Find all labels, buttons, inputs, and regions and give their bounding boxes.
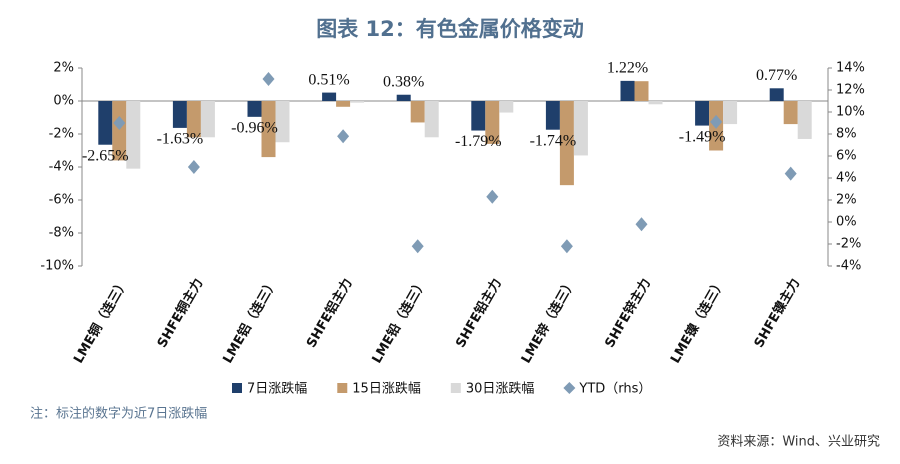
value-label: -1.49% [679, 128, 726, 145]
bar [620, 80, 635, 101]
y2-tick-label: 2% [836, 193, 857, 208]
y2-tick-label: 4% [836, 171, 857, 186]
bar [126, 101, 141, 169]
x-tick-label: SHFE铜主力 [154, 276, 206, 351]
bar [172, 101, 187, 128]
bar [98, 101, 113, 145]
x-tick-label: SHFE铅主力 [452, 276, 504, 351]
bar [648, 101, 663, 105]
value-label: -2.65% [82, 147, 129, 164]
bar [322, 92, 337, 101]
y2-tick-label: 6% [836, 149, 857, 164]
value-label: -1.79% [455, 133, 502, 150]
bar [275, 101, 290, 143]
chart-title: 图表 12：有色金属价格变动 [316, 17, 584, 41]
bar [410, 101, 425, 123]
bar [396, 94, 411, 101]
bar [723, 101, 738, 125]
ytd-marker [113, 116, 126, 130]
legend-swatch [337, 383, 348, 393]
legend-label: 7日涨跌幅 [247, 381, 307, 397]
y2-tick-label: 12% [836, 83, 865, 98]
bar [559, 101, 574, 186]
bar [112, 101, 127, 161]
y-tick-label: -4% [49, 160, 74, 175]
bar [634, 81, 649, 101]
bar [350, 101, 365, 103]
ytd-marker [560, 239, 573, 254]
x-tick-label: SHFE铝主力 [303, 276, 355, 351]
bar [695, 101, 710, 126]
y-tick-label: 0% [53, 94, 74, 109]
y2-tick-label: -2% [836, 237, 861, 252]
y-tick-label: -10% [40, 259, 74, 274]
value-label: -1.63% [157, 131, 204, 148]
y-tick-label: 2% [53, 61, 74, 76]
ytd-marker [337, 129, 350, 144]
y2-tick-label: 8% [836, 127, 857, 142]
x-tick-label: LME铅（连三） [369, 276, 430, 366]
x-tick-label: LME铜（连三） [70, 276, 131, 366]
ytd-marker [710, 114, 723, 129]
legend-swatch [232, 383, 242, 393]
ytd-marker [784, 166, 797, 181]
bar [573, 101, 588, 156]
bar [424, 101, 439, 138]
value-label: 0.38% [383, 73, 424, 90]
legend-label: 30日涨跌幅 [466, 381, 535, 397]
source: 资料来源：Wind、兴业研究 [717, 435, 880, 450]
ytd-marker [635, 217, 648, 232]
bar [769, 88, 784, 101]
value-label: -0.96% [231, 120, 278, 137]
bar [783, 101, 798, 125]
value-label: 0.77% [756, 67, 797, 84]
bar [797, 101, 812, 139]
legend-marker [563, 382, 576, 394]
bar [247, 101, 262, 117]
bar [471, 101, 486, 131]
ytd-marker [486, 189, 499, 204]
x-tick-label: SHFE锌主力 [602, 276, 654, 351]
bar [499, 101, 514, 113]
value-label: -1.74% [530, 132, 577, 149]
y2-tick-label: 14% [836, 61, 865, 76]
y2-tick-label: 10% [836, 105, 865, 120]
x-tick-label: LME锌（连三） [518, 276, 579, 366]
legend-swatch [450, 383, 461, 393]
x-tick-label: LME铝（连三） [220, 276, 281, 366]
value-label: 0.51% [308, 71, 349, 88]
bar [200, 101, 215, 138]
bar [485, 101, 500, 144]
bar [261, 101, 276, 158]
y-tick-label: -6% [49, 193, 74, 208]
bar [545, 101, 560, 130]
legend-label: 15日涨跌幅 [352, 381, 421, 397]
bar [336, 101, 351, 107]
x-tick-label: SHFE镍主力 [751, 276, 803, 351]
y-tick-label: -8% [49, 226, 74, 241]
x-tick-label: LME镍（连三） [667, 276, 728, 366]
y2-tick-label: 0% [836, 215, 857, 230]
note: 注：标注的数字为近7日涨跌幅 [30, 406, 207, 422]
ytd-marker [187, 160, 200, 174]
y-tick-label: -2% [49, 127, 74, 142]
ytd-marker [262, 72, 275, 86]
legend-label: YTD（rhs） [578, 382, 651, 397]
bar [186, 101, 201, 138]
value-label: 1.22% [607, 60, 648, 77]
ytd-marker [411, 239, 424, 254]
y2-tick-label: -4% [836, 259, 861, 274]
